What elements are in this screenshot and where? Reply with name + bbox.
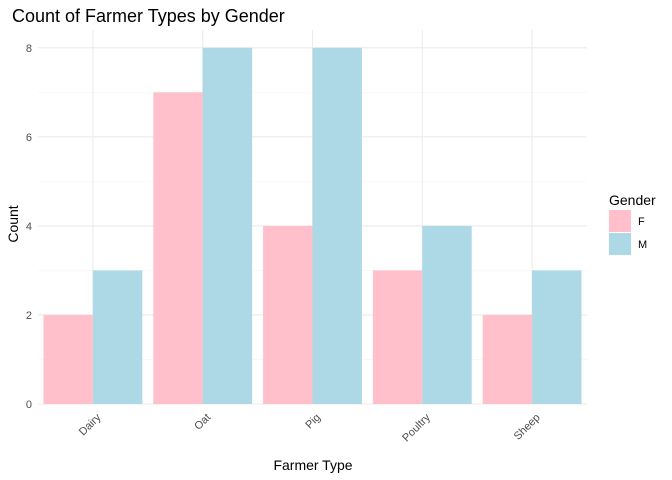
bar-dairy-m [92, 270, 143, 404]
y-tick-label: 2 [26, 310, 32, 322]
y-tick-label: 6 [26, 132, 32, 144]
legend: Gender FM [609, 192, 656, 255]
y-tick-labels: 0 2 4 6 8 [26, 43, 32, 411]
x-tick-label: Dairy [77, 411, 104, 438]
x-tick-label: Oat [192, 412, 213, 433]
x-tick-label: Poultry [400, 411, 433, 444]
legend-key-m [609, 233, 631, 255]
x-tick-label: Pig [303, 412, 323, 432]
bar-sheep-m [532, 270, 582, 404]
chart-title: Count of Farmer Types by Gender [12, 6, 285, 26]
bar-pig-f [263, 225, 313, 404]
y-tick-label: 0 [26, 399, 32, 411]
bar-oat-m [202, 47, 253, 405]
bars [43, 47, 582, 405]
bar-dairy-f [43, 314, 93, 404]
legend-title: Gender [609, 192, 656, 208]
bar-sheep-f [482, 314, 533, 404]
bar-poultry-m [422, 225, 472, 404]
x-axis-title: Farmer Type [273, 457, 352, 473]
bar-pig-m [312, 47, 362, 405]
y-tick-label: 4 [26, 221, 32, 233]
legend-label: M [638, 239, 647, 251]
x-tick-labels: Dairy Oat Pig Poultry Sheep [77, 411, 543, 444]
x-tick-label: Sheep [512, 412, 543, 443]
y-axis-title: Count [5, 205, 21, 242]
y-tick-label: 8 [26, 43, 32, 55]
legend-label: F [638, 216, 645, 228]
bar-oat-f [153, 92, 203, 404]
legend-key-f [609, 210, 631, 232]
bar-poultry-f [372, 270, 423, 404]
